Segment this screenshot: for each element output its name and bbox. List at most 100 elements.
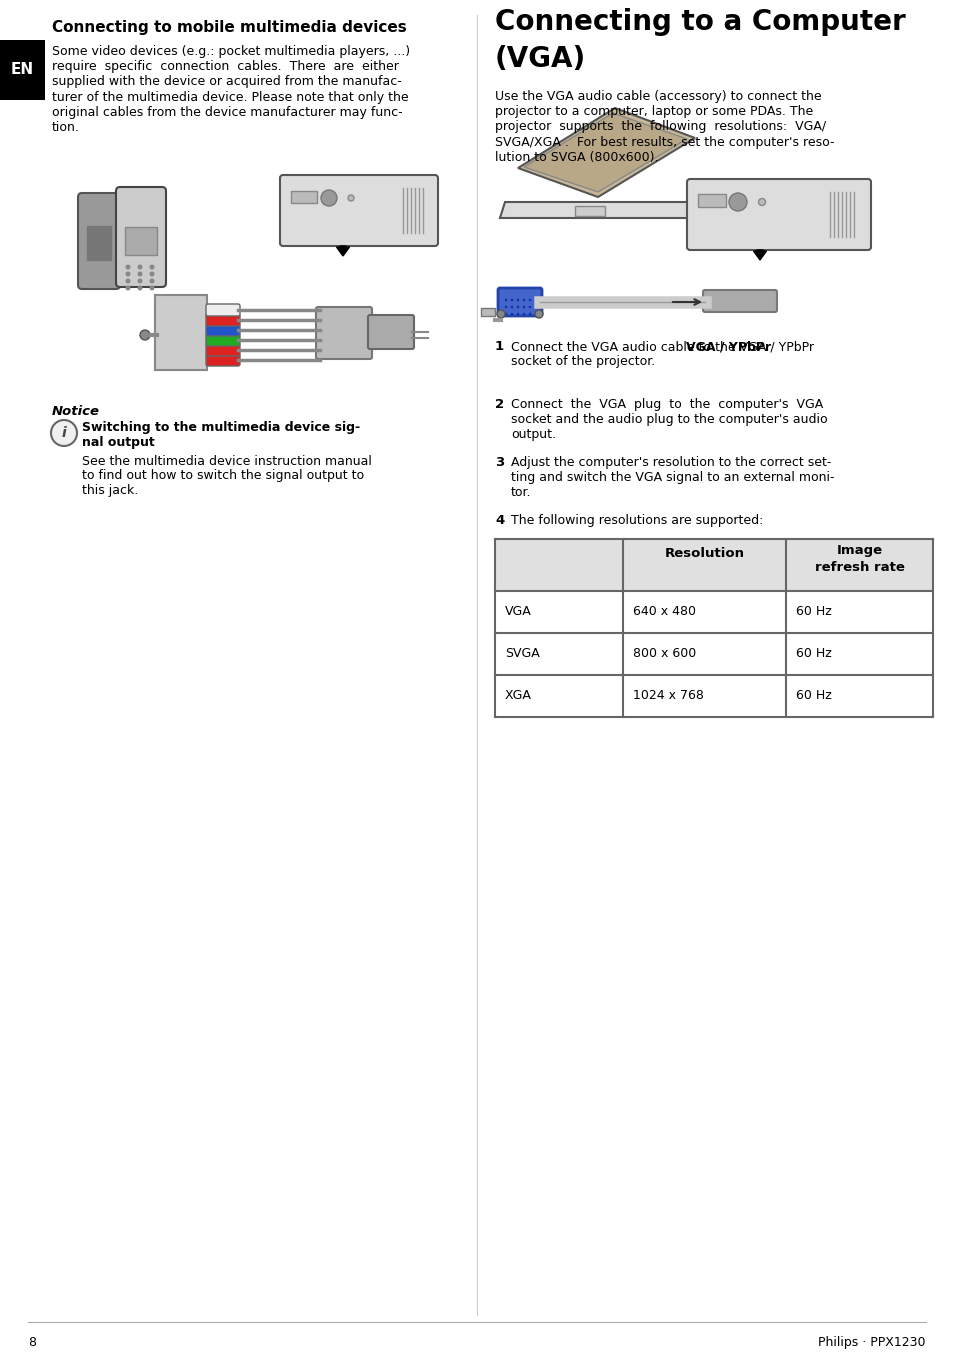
Text: require  specific  connection  cables.  There  are  either: require specific connection cables. Ther… — [52, 61, 398, 73]
Circle shape — [137, 265, 142, 269]
Circle shape — [728, 193, 746, 211]
Polygon shape — [517, 108, 695, 197]
Text: Use the VGA audio cable (accessory) to connect the: Use the VGA audio cable (accessory) to c… — [495, 91, 821, 103]
Bar — [480, 308, 495, 316]
Circle shape — [126, 265, 131, 269]
Circle shape — [528, 312, 531, 315]
FancyBboxPatch shape — [206, 334, 240, 346]
Bar — [698, 193, 725, 207]
Circle shape — [522, 299, 525, 301]
Text: to find out how to switch the signal output to: to find out how to switch the signal out… — [82, 469, 364, 483]
Circle shape — [137, 279, 142, 284]
FancyBboxPatch shape — [686, 178, 870, 250]
Text: Connect the VGA audio cable to the VGA / YPbPr: Connect the VGA audio cable to the VGA /… — [511, 339, 813, 353]
FancyBboxPatch shape — [206, 304, 240, 316]
Text: The following resolutions are supported:: The following resolutions are supported: — [511, 514, 762, 527]
Circle shape — [528, 306, 531, 308]
Circle shape — [504, 306, 507, 308]
Text: 3: 3 — [495, 456, 504, 469]
Text: Connecting to a Computer: Connecting to a Computer — [495, 8, 904, 37]
Text: See the multimedia device instruction manual: See the multimedia device instruction ma… — [82, 456, 372, 468]
Text: supplied with the device or acquired from the manufac-: supplied with the device or acquired fro… — [52, 76, 401, 88]
Circle shape — [126, 272, 131, 277]
Text: this jack.: this jack. — [82, 484, 138, 498]
FancyBboxPatch shape — [116, 187, 166, 287]
FancyBboxPatch shape — [206, 324, 240, 337]
Circle shape — [51, 420, 77, 446]
Text: Adjust the computer's resolution to the correct set-: Adjust the computer's resolution to the … — [511, 456, 830, 469]
Text: Resolution: Resolution — [664, 548, 743, 560]
FancyBboxPatch shape — [206, 354, 240, 366]
Text: nal output: nal output — [82, 435, 154, 449]
Text: tion.: tion. — [52, 120, 80, 134]
FancyBboxPatch shape — [280, 174, 437, 246]
Circle shape — [517, 299, 518, 301]
Text: socket and the audio plug to the computer's audio: socket and the audio plug to the compute… — [511, 412, 827, 426]
FancyBboxPatch shape — [206, 314, 240, 326]
Circle shape — [150, 265, 154, 269]
Bar — [495, 539, 932, 591]
Polygon shape — [523, 114, 686, 192]
Circle shape — [510, 312, 513, 315]
Circle shape — [137, 285, 142, 291]
Circle shape — [522, 306, 525, 308]
Text: SVGA/XGA .  For best results, set the computer's reso-: SVGA/XGA . For best results, set the com… — [495, 135, 834, 149]
Text: lution to SVGA (800x600).: lution to SVGA (800x600). — [495, 151, 658, 164]
Circle shape — [510, 299, 513, 301]
Text: i: i — [62, 426, 67, 439]
Bar — [291, 191, 316, 203]
Circle shape — [535, 310, 542, 318]
Circle shape — [522, 312, 525, 315]
Circle shape — [126, 279, 131, 284]
Circle shape — [140, 330, 150, 339]
Text: projector  supports  the  following  resolutions:  VGA/: projector supports the following resolut… — [495, 120, 825, 134]
Text: Connecting to mobile multimedia devices: Connecting to mobile multimedia devices — [52, 20, 406, 35]
Text: 640 x 480: 640 x 480 — [633, 604, 696, 618]
Text: 4: 4 — [495, 514, 504, 527]
Text: turer of the multimedia device. Please note that only the: turer of the multimedia device. Please n… — [52, 91, 408, 104]
Circle shape — [758, 199, 764, 206]
Text: 60 Hz: 60 Hz — [795, 690, 831, 702]
Circle shape — [126, 285, 131, 291]
FancyBboxPatch shape — [368, 315, 414, 349]
Text: Some video devices (e.g.: pocket multimedia players, ...): Some video devices (e.g.: pocket multime… — [52, 45, 410, 58]
Circle shape — [150, 285, 154, 291]
Text: VGA / YPbPr: VGA / YPbPr — [685, 339, 770, 353]
Circle shape — [504, 299, 507, 301]
Circle shape — [510, 306, 513, 308]
Text: Connect  the  VGA  plug  to  the  computer's  VGA: Connect the VGA plug to the computer's V… — [511, 397, 822, 411]
Text: SVGA: SVGA — [504, 648, 539, 660]
Bar — [125, 227, 157, 256]
Circle shape — [320, 191, 336, 206]
Text: socket of the projector.: socket of the projector. — [511, 356, 655, 368]
Circle shape — [497, 310, 504, 318]
Text: projector to a computer, laptop or some PDAs. The: projector to a computer, laptop or some … — [495, 105, 812, 118]
Circle shape — [150, 279, 154, 284]
FancyArrow shape — [753, 250, 765, 260]
Bar — [0, 41, 45, 100]
Text: tor.: tor. — [511, 485, 531, 499]
Text: Philips · PPX1230: Philips · PPX1230 — [818, 1336, 925, 1349]
Text: Notice: Notice — [52, 406, 100, 418]
Circle shape — [137, 272, 142, 277]
Circle shape — [504, 312, 507, 315]
Text: XGA: XGA — [504, 690, 532, 702]
Text: 1: 1 — [495, 339, 503, 353]
Text: EN: EN — [10, 62, 34, 77]
Text: Image: Image — [836, 544, 882, 557]
Circle shape — [517, 312, 518, 315]
Circle shape — [517, 306, 518, 308]
Text: Switching to the multimedia device sig-: Switching to the multimedia device sig- — [82, 420, 359, 434]
FancyBboxPatch shape — [206, 343, 240, 356]
Text: (VGA): (VGA) — [495, 45, 586, 73]
FancyArrow shape — [336, 246, 349, 256]
Text: ting and switch the VGA signal to an external moni-: ting and switch the VGA signal to an ext… — [511, 470, 834, 484]
Bar — [575, 206, 604, 216]
Text: 800 x 600: 800 x 600 — [633, 648, 696, 660]
Text: VGA: VGA — [504, 604, 531, 618]
Text: 1024 x 768: 1024 x 768 — [633, 690, 703, 702]
Bar — [154, 295, 207, 370]
FancyBboxPatch shape — [78, 193, 120, 289]
Text: original cables from the device manufacturer may func-: original cables from the device manufact… — [52, 105, 402, 119]
FancyBboxPatch shape — [497, 288, 541, 316]
